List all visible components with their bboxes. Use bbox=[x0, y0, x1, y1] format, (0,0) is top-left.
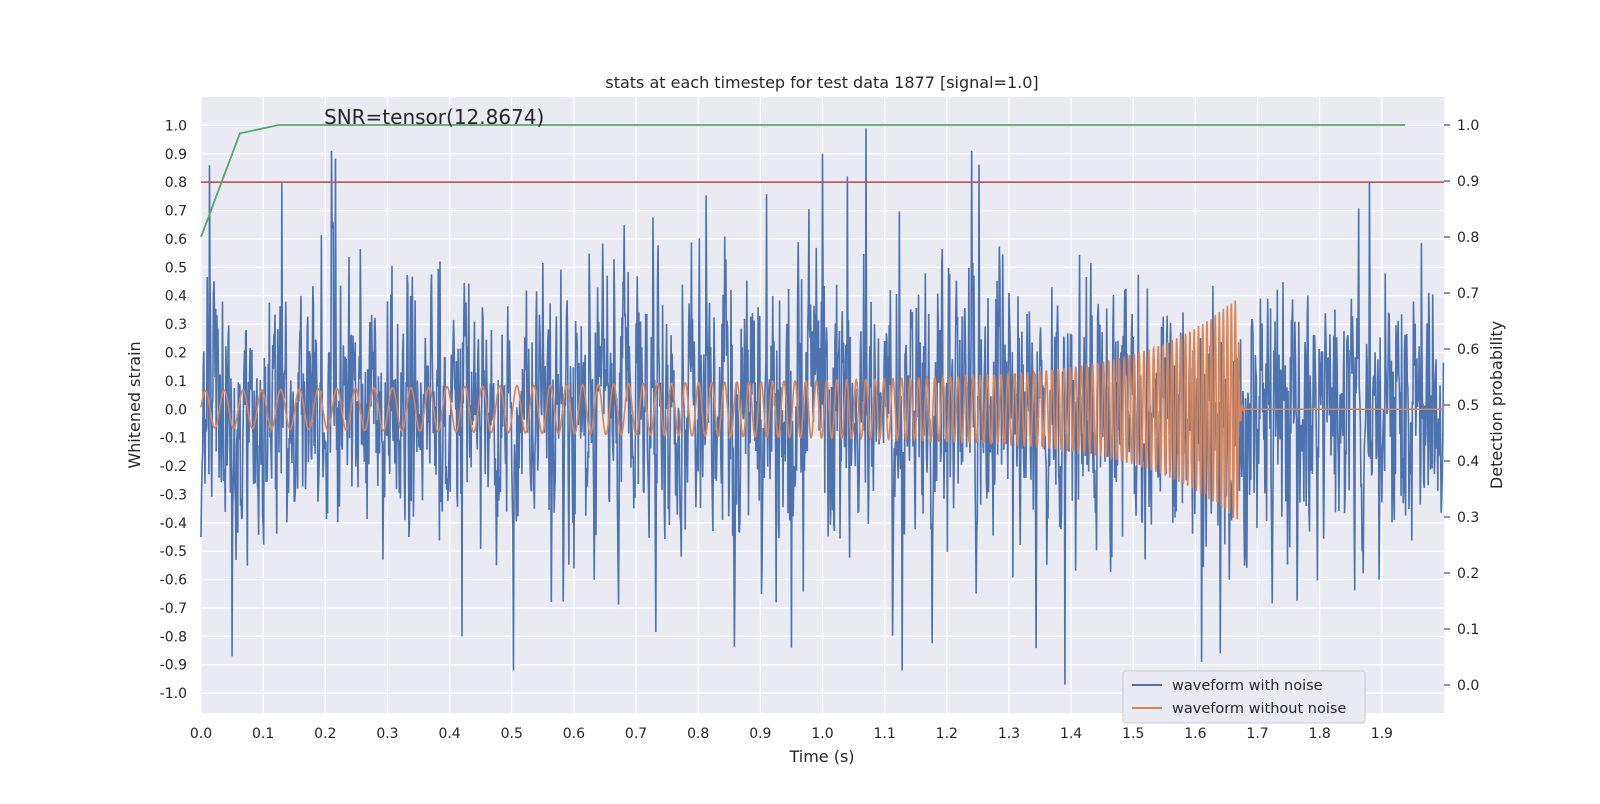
x-tick-label: 1.5 bbox=[1122, 726, 1144, 742]
y-tick-label: 0.7 bbox=[165, 204, 187, 220]
y2-tick-label: 0.1 bbox=[1457, 622, 1479, 638]
y-tick-label: -0.3 bbox=[160, 487, 187, 503]
y-tick-label: 0.0 bbox=[165, 402, 187, 418]
y-tick-label: 0.3 bbox=[165, 317, 187, 333]
snr-annotation: SNR=tensor(12.8674) bbox=[324, 105, 544, 129]
y-tick-label: -0.8 bbox=[160, 629, 187, 645]
y-tick-label: 0.8 bbox=[165, 175, 187, 191]
series-waveform-without-noise bbox=[200, 300, 1444, 520]
y-tick-label: 0.4 bbox=[165, 289, 187, 305]
y-tick-label: -1.0 bbox=[160, 686, 187, 702]
x-tick-label: 0.6 bbox=[563, 726, 585, 742]
y2-tick-label: 0.2 bbox=[1457, 566, 1479, 582]
y-tick-label: 0.5 bbox=[165, 260, 187, 276]
detection-probability-line bbox=[200, 124, 1406, 238]
y-axis-ticks: 1.0 0.9 0.8 0.7 0.6 0.5 0.4 0.3 0.2 0.1 0.0 -0.1 -0.… bbox=[160, 118, 187, 702]
y-tick-label: 0.2 bbox=[165, 345, 187, 361]
x-tick-label: 0.7 bbox=[625, 726, 647, 742]
y2-tick-label: 0.8 bbox=[1457, 230, 1479, 246]
y2-tick-label: 0.7 bbox=[1457, 286, 1479, 302]
y-tick-label: -0.7 bbox=[160, 601, 187, 617]
y2-axis-ticks: 1.0 0.9 0.8 0.7 0.6 0.5 0.4 0.3 0.2 0.1 0.0 bbox=[1444, 118, 1479, 694]
x-tick-label: 1.9 bbox=[1371, 726, 1393, 742]
x-tick-label: 0.1 bbox=[252, 726, 274, 742]
legend: waveform with noise waveform without noi… bbox=[1122, 670, 1366, 724]
y2-axis-label: Detection probability bbox=[1487, 321, 1506, 489]
legend-label-clean: waveform without noise bbox=[1172, 701, 1346, 717]
y2-tick-label: 0.6 bbox=[1457, 342, 1479, 358]
clean-waveform-line bbox=[200, 300, 1444, 520]
x-tick-label: 1.0 bbox=[811, 726, 833, 742]
y-axis-label: Whitened strain bbox=[125, 341, 144, 468]
y-tick-label: 0.9 bbox=[165, 147, 187, 163]
y-tick-label: -0.1 bbox=[160, 431, 187, 447]
y2-tick-label: 0.3 bbox=[1457, 510, 1479, 526]
x-tick-label: 1.2 bbox=[936, 726, 958, 742]
x-tick-label: 0.9 bbox=[749, 726, 771, 742]
y-tick-label: -0.9 bbox=[160, 658, 187, 674]
y-tick-label: -0.4 bbox=[160, 516, 187, 532]
legend-box bbox=[1122, 670, 1366, 724]
y2-tick-label: 0.0 bbox=[1457, 678, 1479, 694]
x-tick-label: 0.3 bbox=[376, 726, 398, 742]
x-tick-label: 1.1 bbox=[874, 726, 896, 742]
x-tick-label: 0.5 bbox=[501, 726, 523, 742]
x-tick-label: 1.8 bbox=[1309, 726, 1331, 742]
y-tick-label: -0.6 bbox=[160, 573, 187, 589]
y2-tick-label: 0.4 bbox=[1457, 454, 1479, 470]
x-axis-label: Time (s) bbox=[788, 747, 854, 766]
series-detection-probability bbox=[200, 124, 1406, 238]
x-axis-ticks: 0.0 0.1 0.2 0.3 0.4 0.5 0.6 0.7 0.8 0.9 1.0 1.1 1.2 1… bbox=[190, 726, 1393, 742]
x-tick-label: 0.2 bbox=[314, 726, 336, 742]
y2-tick-label: 0.9 bbox=[1457, 174, 1479, 190]
y-tick-label: 1.0 bbox=[165, 118, 187, 134]
x-tick-label: 1.7 bbox=[1246, 726, 1268, 742]
x-tick-label: 0.8 bbox=[687, 726, 709, 742]
y2-tick-label: 1.0 bbox=[1457, 118, 1479, 134]
y-tick-label: 0.1 bbox=[165, 374, 187, 390]
y-tick-label: -0.2 bbox=[160, 459, 187, 475]
y-tick-label: 0.6 bbox=[165, 232, 187, 248]
y2-tick-label: 0.5 bbox=[1457, 398, 1479, 414]
x-tick-label: 0.0 bbox=[190, 726, 212, 742]
x-tick-label: 1.3 bbox=[998, 726, 1020, 742]
y-tick-label: -0.5 bbox=[160, 544, 187, 560]
x-tick-label: 1.6 bbox=[1184, 726, 1206, 742]
x-tick-label: 0.4 bbox=[438, 726, 460, 742]
legend-label-noise: waveform with noise bbox=[1172, 678, 1323, 694]
x-tick-label: 1.4 bbox=[1060, 726, 1082, 742]
chart-title: stats at each timestep for test data 187… bbox=[605, 73, 1038, 92]
